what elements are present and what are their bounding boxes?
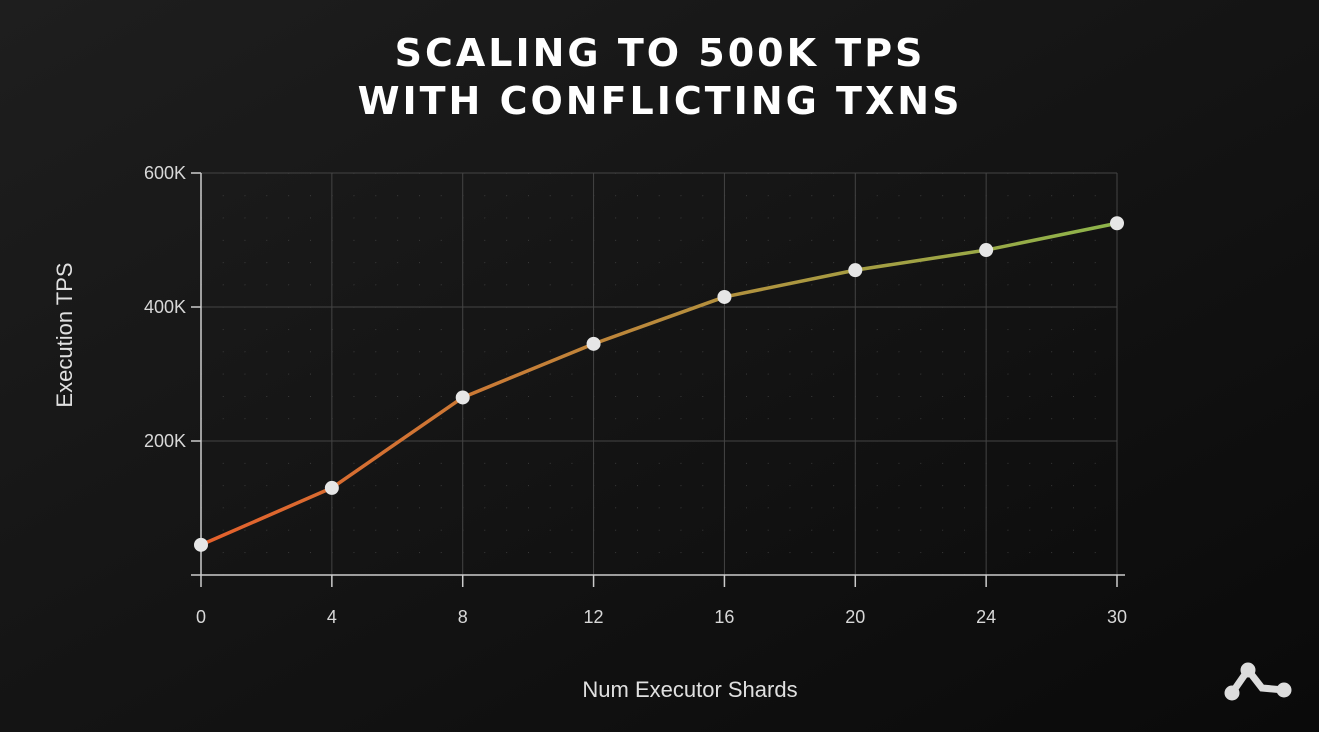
data-point bbox=[979, 243, 994, 258]
x-tick-label: 16 bbox=[714, 607, 734, 627]
chart-title: SCALING TO 500K TPS bbox=[395, 31, 926, 75]
x-tick-label: 4 bbox=[327, 607, 337, 627]
logo bbox=[1224, 662, 1292, 701]
x-tick-label: 20 bbox=[845, 607, 865, 627]
data-point bbox=[1110, 216, 1124, 231]
data-line bbox=[200, 221, 1118, 547]
data-point bbox=[194, 537, 208, 552]
data-point bbox=[848, 263, 863, 278]
dot-grid bbox=[201, 173, 1117, 575]
x-tick-label: 12 bbox=[584, 607, 604, 627]
x-tick-label: 24 bbox=[976, 607, 996, 627]
y-tick-label: 400K bbox=[144, 297, 186, 317]
data-point bbox=[324, 480, 339, 495]
data-point bbox=[455, 390, 470, 405]
data-point bbox=[717, 289, 732, 304]
y-axis-label: Execution TPS bbox=[52, 262, 77, 407]
x-tick-label: 0 bbox=[196, 607, 206, 627]
x-tick-label: 8 bbox=[458, 607, 468, 627]
data-point bbox=[586, 336, 601, 351]
y-tick-label: 600K bbox=[144, 163, 186, 183]
x-tick-label: 30 bbox=[1107, 607, 1127, 627]
y-tick-label: 200K bbox=[144, 431, 186, 451]
chart-title: WITH CONFLICTING TXNS bbox=[358, 79, 963, 123]
x-axis-label: Num Executor Shards bbox=[582, 677, 797, 702]
